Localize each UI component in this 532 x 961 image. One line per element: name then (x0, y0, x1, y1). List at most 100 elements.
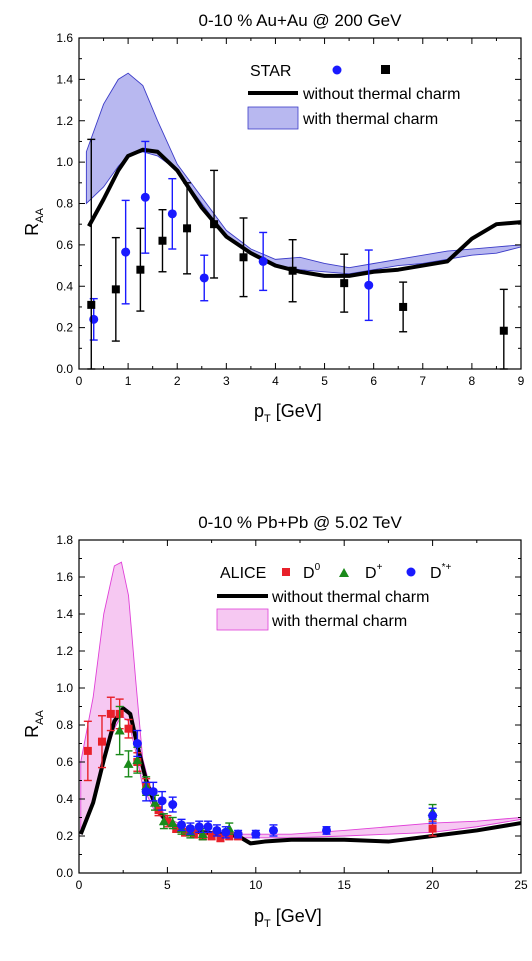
x-tick-label: 6 (370, 374, 377, 388)
data-point-square (499, 326, 508, 335)
x-tick-label: 20 (426, 878, 440, 892)
data-point-circle (185, 824, 195, 834)
data-point-square (106, 709, 115, 718)
chart2-legend: ALICE D0 D+ D*+ without thermal charm wi… (216, 562, 451, 631)
y-tick-label: 1.4 (56, 72, 73, 86)
data-point-triangle (150, 797, 161, 807)
y-tick-label: 1.0 (56, 681, 73, 695)
data-point-square (216, 833, 225, 842)
chart1-title: 0-10 % Au+Au @ 200 GeV (199, 11, 403, 30)
y-tick-label: 1.2 (56, 114, 73, 128)
chart2-ticks: 0 5 10 15 20 25 0.0 0.2 0.4 0.6 0.8 1.0 1.2 1.4 1.6 1.8 (56, 533, 528, 892)
data-point-circle (168, 800, 178, 810)
chart1-legend-experiment: STAR (250, 63, 291, 80)
chart1-ticks: 0 1 2 3 4 5 6 7 8 9 0.0 0.2 0.4 0.6 0.8 1.0 1.2 1.4 1.6 (56, 31, 524, 388)
chart2-points-layer (83, 696, 438, 843)
data-point-triangle (197, 829, 208, 839)
no-thermal-charm-line (87, 147, 522, 278)
chart-alice-pbpb: 0-10 % Pb+Pb @ 5.02 TeV 0 5 10 15 20 25 0.0 0.2… (22, 513, 528, 930)
data-point-circle (148, 787, 158, 797)
data-point-circle (364, 280, 374, 290)
chart2-legend-band-label: with thermal charm (271, 613, 407, 630)
data-point-circle (251, 829, 261, 839)
data-point-square (225, 832, 234, 840)
data-point-circle (199, 273, 209, 283)
data-point-triangle (158, 816, 169, 826)
thermal-charm-band (85, 72, 522, 275)
chart2-legend-dplus: D+ (365, 562, 383, 582)
data-point-circle (258, 256, 268, 266)
data-point-circle (428, 811, 438, 821)
x-tick-label: 1 (125, 374, 132, 388)
data-point-square (136, 265, 145, 274)
chart1-band-layer (85, 72, 522, 275)
chart2-legend-d0-marker (282, 568, 290, 576)
x-tick-label: 0 (76, 878, 83, 892)
y-tick-label: 1.6 (56, 570, 73, 584)
chart2-legend-dplus-marker (339, 568, 349, 577)
y-tick-label: 1.2 (56, 644, 73, 658)
chart2-legend-dstar: D*+ (430, 562, 451, 582)
data-point-triangle (167, 818, 178, 828)
y-tick-label: 0.4 (56, 792, 73, 806)
x-tick-label: 25 (514, 878, 528, 892)
chart2-legend-band-swatch (216, 608, 269, 631)
y-tick-label: 0.8 (56, 718, 73, 732)
chart1-points-layer (87, 138, 508, 370)
data-point-circle (221, 827, 231, 837)
x-tick-label: 5 (321, 374, 328, 388)
y-tick-label: 0.0 (56, 866, 73, 880)
data-point-square (83, 746, 92, 755)
chart2-y-axis-title: RAA (22, 710, 46, 738)
y-tick-label: 0.0 (56, 362, 73, 376)
data-point-triangle (132, 755, 143, 765)
data-point-circle (194, 822, 204, 832)
x-tick-label: 4 (272, 374, 279, 388)
y-tick-label: 0.2 (56, 321, 73, 335)
data-point-circle (203, 822, 213, 832)
data-point-circle (233, 829, 243, 839)
data-point-circle (121, 247, 131, 257)
data-point-circle (132, 739, 142, 748)
chart1-legend-blue-marker (332, 65, 342, 75)
x-tick-label: 2 (174, 374, 181, 388)
x-tick-label: 10 (249, 878, 263, 892)
data-point-circle (157, 796, 167, 806)
data-point-square (124, 724, 133, 733)
chart1-legend: STAR without thermal charm with thermal … (247, 63, 460, 130)
data-point-triangle (114, 725, 125, 735)
chart2-legend-experiment: ALICE (220, 565, 266, 582)
data-point-square (111, 285, 120, 294)
data-point-square (428, 824, 437, 833)
y-tick-label: 0.6 (56, 238, 73, 252)
y-tick-label: 1.6 (56, 31, 73, 45)
chart1-legend-black-marker (381, 65, 390, 74)
y-tick-label: 1.4 (56, 607, 73, 621)
chart1-x-axis-title: pT [GeV] (254, 401, 322, 425)
x-tick-label: 7 (419, 374, 426, 388)
data-point-circle (140, 192, 150, 202)
data-point-square (97, 737, 106, 746)
y-tick-label: 1.0 (56, 155, 73, 169)
data-point-circle (212, 825, 222, 835)
chart1-legend-band-swatch (247, 106, 299, 130)
data-point-square (163, 817, 172, 826)
chart2-legend-dstar-marker (406, 567, 416, 577)
data-point-triangle (123, 758, 134, 768)
data-point-circle (177, 820, 187, 830)
data-point-circle (141, 787, 151, 797)
chart1-y-axis-title: RAA (22, 208, 46, 236)
x-tick-label: 0 (76, 374, 83, 388)
data-point-square (210, 220, 219, 229)
data-point-square (183, 224, 192, 233)
x-tick-label: 8 (469, 374, 476, 388)
data-point-circle (167, 209, 177, 219)
x-tick-label: 5 (164, 878, 171, 892)
data-point-square (158, 236, 167, 245)
data-point-square (87, 300, 96, 309)
data-point-square (288, 266, 297, 275)
y-tick-label: 0.8 (56, 197, 73, 211)
x-tick-label: 15 (338, 878, 352, 892)
chart-star-auau: 0-10 % Au+Au @ 200 GeV 0 1 2 3 4 5 6 7 8 90.00.20… (22, 11, 525, 425)
